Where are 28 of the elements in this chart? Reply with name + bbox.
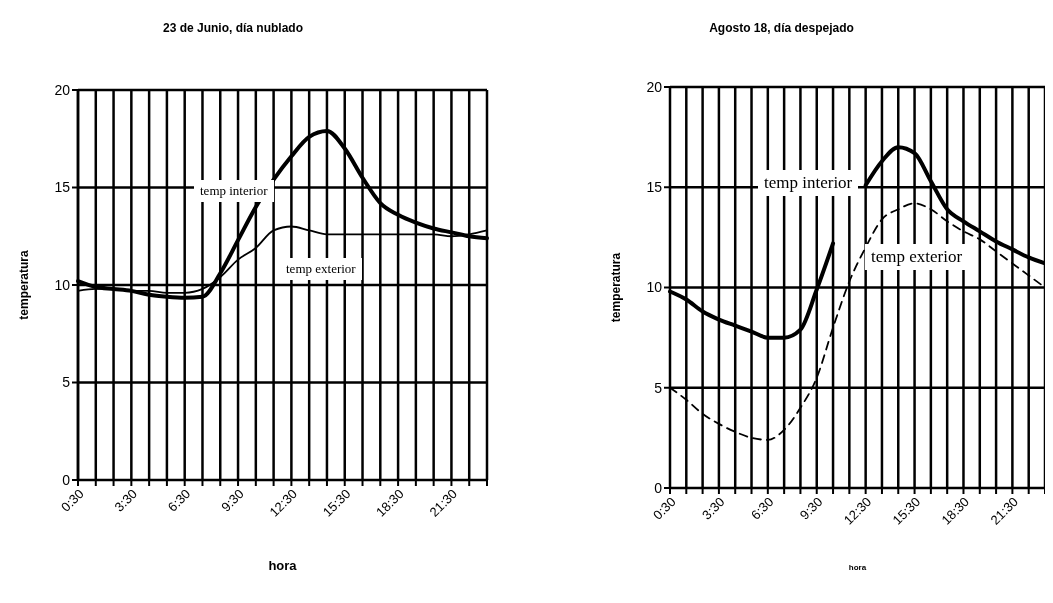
series-label: temp interior — [758, 170, 859, 196]
y-axis-title: temperatura — [17, 250, 32, 320]
x-tick-label: 6:30 — [164, 486, 194, 515]
x-tick-label: 0:30 — [58, 486, 87, 515]
y-tick-label: 5 — [654, 379, 663, 396]
x-tick-label: 3:30 — [699, 494, 728, 523]
y-tick-label: 10 — [54, 276, 71, 293]
x-tick-label: 3:30 — [111, 486, 140, 515]
y-tick-label: 0 — [62, 471, 71, 488]
y-tick-label: 0 — [654, 479, 663, 496]
text: temp exterior — [280, 258, 362, 280]
x-tick-label: 0:30 — [650, 494, 679, 523]
series-label: temp exterior — [865, 244, 969, 270]
y-tick-label: 15 — [646, 179, 663, 196]
x-axis-title: hora — [848, 563, 867, 572]
x-tick-label: 6:30 — [747, 494, 777, 523]
x-axis-title: hora — [268, 558, 298, 573]
chart-title: Agosto 18, día despejado — [708, 20, 855, 37]
y-axis-title: temperatura — [609, 252, 624, 323]
y-tick-label: 20 — [54, 81, 71, 98]
chart-title: 23 de Junio, día nublado — [162, 20, 304, 37]
y-tick-label: 10 — [646, 279, 663, 296]
y-tick-label: 5 — [62, 374, 71, 391]
y-tick-label: 15 — [54, 179, 71, 196]
x-tick-label: 9:30 — [796, 494, 826, 523]
x-tick-label: 9:30 — [218, 486, 247, 515]
y-tick-label: 20 — [646, 78, 663, 95]
series-label: temp interior — [194, 180, 274, 202]
